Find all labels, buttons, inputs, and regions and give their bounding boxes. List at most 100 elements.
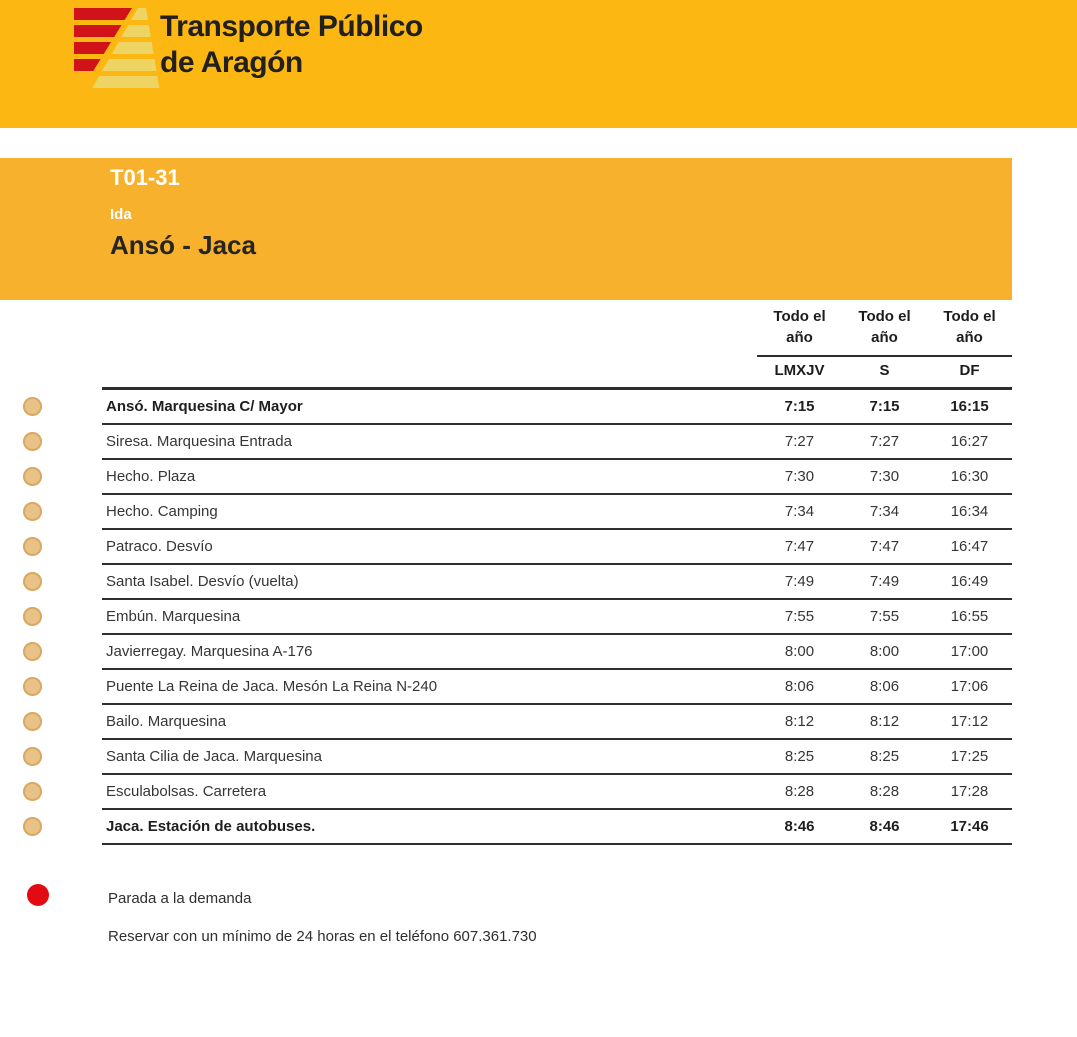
time-lmxjv: 8:25 — [784, 748, 815, 765]
time-df: 16:34 — [950, 503, 989, 520]
time-s: 8:28 — [869, 783, 900, 800]
time-s: 7:49 — [869, 573, 900, 590]
stop-name: Hecho. Plaza — [106, 468, 196, 485]
time-lmxjv: 8:28 — [784, 783, 815, 800]
table-header-rule — [102, 387, 1012, 390]
time-df: 17:06 — [950, 678, 989, 695]
stop-dot-icon — [23, 537, 42, 556]
time-df: 17:12 — [950, 713, 989, 730]
time-s: 8:06 — [869, 678, 900, 695]
brand-title-line2: de Aragón — [160, 46, 303, 79]
stop-dot-icon — [23, 817, 42, 836]
table-row: Esculabolsas. Carretera 8:28 8:28 17:28 — [23, 775, 1012, 810]
season-header-s: Todo el año — [858, 308, 911, 346]
time-lmxjv: 7:15 — [784, 398, 815, 415]
table-row: Hecho. Camping 7:34 7:34 16:34 — [23, 495, 1012, 530]
time-s: 7:27 — [869, 433, 900, 450]
table-row: Santa Cilia de Jaca. Marquesina 8:25 8:2… — [23, 740, 1012, 775]
stop-name: Jaca. Estación de autobuses. — [106, 818, 316, 835]
table-row: Patraco. Desvío 7:47 7:47 16:47 — [23, 530, 1012, 565]
season-header-df: Todo el año — [943, 308, 996, 346]
aragon-stripes-logo-icon — [74, 8, 160, 88]
time-lmxjv: 7:55 — [784, 608, 815, 625]
season-header-lmxjv: Todo el año — [773, 308, 826, 346]
route-title-band: T01-31 Ida Ansó - Jaca — [0, 158, 1012, 300]
time-df: 17:00 — [950, 643, 989, 660]
on-demand-label: Parada a la demanda — [108, 890, 252, 907]
time-df: 17:28 — [950, 783, 989, 800]
time-lmxjv: 7:27 — [784, 433, 815, 450]
time-lmxjv: 8:12 — [784, 713, 815, 730]
route-name: Ansó - Jaca — [110, 230, 256, 260]
time-df: 16:15 — [950, 398, 989, 415]
stop-name: Embún. Marquesina — [106, 608, 241, 625]
brand-header: Transporte Público de Aragón — [0, 0, 1077, 128]
table-row: Javierregay. Marquesina A-176 8:00 8:00 … — [23, 635, 1012, 670]
stop-name: Javierregay. Marquesina A-176 — [106, 643, 313, 660]
table-row: Jaca. Estación de autobuses. 8:46 8:46 1… — [23, 810, 1012, 845]
time-s: 8:25 — [869, 748, 900, 765]
time-s: 8:12 — [869, 713, 900, 730]
time-df: 16:27 — [950, 433, 989, 450]
stops-table: Ansó. Marquesina C/ Mayor 7:15 7:15 16:1… — [23, 390, 1012, 845]
route-code: T01-31 — [110, 165, 180, 190]
stop-dot-icon — [23, 397, 42, 416]
stop-dot-icon — [23, 712, 42, 731]
stop-dot-icon — [23, 747, 42, 766]
stop-dot-icon — [23, 502, 42, 521]
stop-name: Hecho. Camping — [106, 503, 218, 520]
stop-name: Patraco. Desvío — [106, 538, 213, 555]
stop-dot-icon — [23, 782, 42, 801]
stop-dot-icon — [23, 642, 42, 661]
time-df: 16:55 — [950, 608, 989, 625]
time-lmxjv: 8:06 — [784, 678, 815, 695]
time-lmxjv: 8:46 — [784, 818, 815, 835]
day-header-s: S — [879, 362, 890, 379]
time-s: 7:30 — [869, 468, 900, 485]
table-row: Hecho. Plaza 7:30 7:30 16:30 — [23, 460, 1012, 495]
season-header-row: Todo el año Todo el año Todo el año — [757, 306, 1012, 348]
stop-dot-icon — [23, 607, 42, 626]
stop-name: Ansó. Marquesina C/ Mayor — [106, 398, 303, 415]
brand-title-line1: Transporte Público — [160, 10, 423, 43]
booking-note: Reservar con un mínimo de 24 horas en el… — [108, 928, 537, 945]
stop-dot-icon — [23, 677, 42, 696]
time-df: 16:47 — [950, 538, 989, 555]
time-s: 7:15 — [869, 398, 900, 415]
on-demand-stop-icon — [27, 884, 49, 906]
stop-dot-icon — [23, 467, 42, 486]
day-header-lmxjv: LMXJV — [774, 362, 825, 379]
time-s: 8:46 — [869, 818, 900, 835]
time-lmxjv: 8:00 — [784, 643, 815, 660]
time-s: 8:00 — [869, 643, 900, 660]
day-header-row: LMXJV S DF — [757, 362, 1012, 379]
time-s: 7:55 — [869, 608, 900, 625]
route-direction: Ida — [110, 206, 132, 223]
table-row: Santa Isabel. Desvío (vuelta) 7:49 7:49 … — [23, 565, 1012, 600]
time-s: 7:47 — [869, 538, 900, 555]
time-lmxjv: 7:34 — [784, 503, 815, 520]
time-lmxjv: 7:49 — [784, 573, 815, 590]
time-lmxjv: 7:47 — [784, 538, 815, 555]
table-row: Siresa. Marquesina Entrada 7:27 7:27 16:… — [23, 425, 1012, 460]
stop-dot-icon — [23, 432, 42, 451]
time-df: 17:25 — [950, 748, 989, 765]
stop-name: Puente La Reina de Jaca. Mesón La Reina … — [106, 678, 438, 695]
stop-name: Santa Cilia de Jaca. Marquesina — [106, 748, 322, 765]
stop-name: Santa Isabel. Desvío (vuelta) — [106, 573, 299, 590]
season-header-rule — [757, 355, 1012, 357]
table-row: Bailo. Marquesina 8:12 8:12 17:12 — [23, 705, 1012, 740]
time-lmxjv: 7:30 — [784, 468, 815, 485]
stop-dot-icon — [23, 572, 42, 591]
time-df: 16:49 — [950, 573, 989, 590]
time-df: 16:30 — [950, 468, 989, 485]
stop-name: Esculabolsas. Carretera — [106, 783, 267, 800]
table-row: Ansó. Marquesina C/ Mayor 7:15 7:15 16:1… — [23, 390, 1012, 425]
stop-name: Siresa. Marquesina Entrada — [106, 433, 292, 450]
day-header-df: DF — [959, 362, 980, 379]
brand-title: Transporte Público de Aragón — [160, 9, 423, 81]
time-df: 17:46 — [950, 818, 989, 835]
stop-name: Bailo. Marquesina — [106, 713, 227, 730]
time-s: 7:34 — [869, 503, 900, 520]
